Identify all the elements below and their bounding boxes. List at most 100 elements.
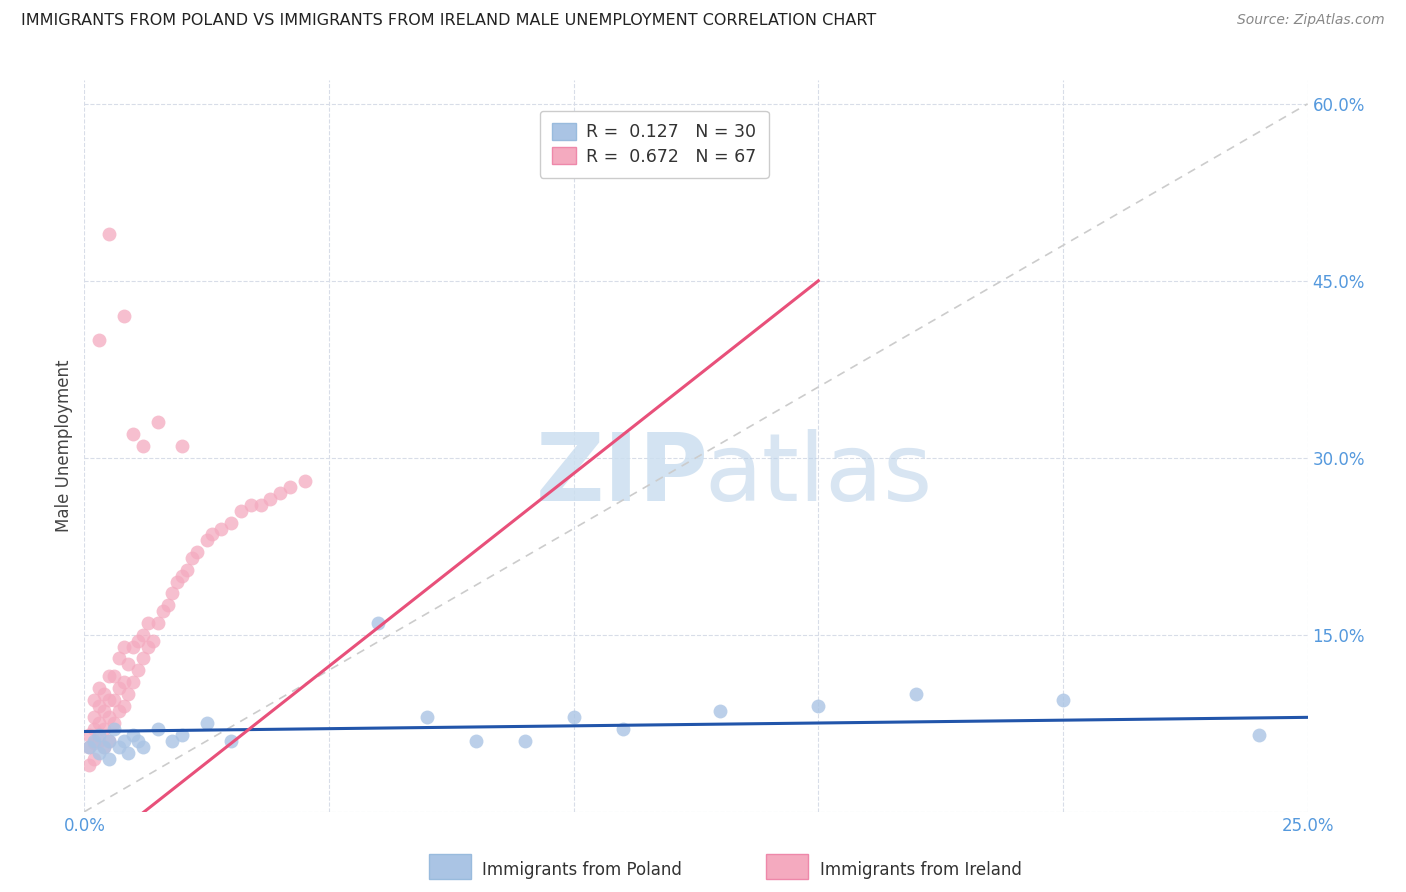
Point xyxy=(1247,728,1270,742)
Point xyxy=(562,710,585,724)
Point xyxy=(172,568,194,582)
Point xyxy=(152,604,174,618)
Point xyxy=(122,675,145,690)
Point xyxy=(146,615,169,630)
Point xyxy=(97,751,120,765)
Point xyxy=(97,692,120,706)
Point xyxy=(612,722,634,736)
Point xyxy=(122,427,145,442)
Point xyxy=(136,640,159,654)
Text: Source: ZipAtlas.com: Source: ZipAtlas.com xyxy=(1237,13,1385,28)
Point xyxy=(77,739,100,754)
Point xyxy=(181,551,204,566)
Point xyxy=(83,710,105,724)
Point xyxy=(219,516,242,530)
Text: ZIP: ZIP xyxy=(536,429,709,521)
Point xyxy=(166,574,188,589)
Point xyxy=(77,757,100,772)
Point xyxy=(709,705,731,719)
Point xyxy=(122,640,145,654)
Point xyxy=(142,633,165,648)
Point xyxy=(107,705,129,719)
Point xyxy=(103,669,125,683)
Point xyxy=(195,716,218,731)
Point xyxy=(249,498,271,512)
Point xyxy=(136,615,159,630)
Point xyxy=(83,692,105,706)
Point xyxy=(1052,692,1074,706)
Point xyxy=(97,710,120,724)
Point xyxy=(146,416,169,430)
Point xyxy=(132,628,155,642)
Point xyxy=(117,657,139,672)
Point xyxy=(186,545,208,559)
Point xyxy=(87,333,110,347)
Point xyxy=(209,522,232,536)
Point xyxy=(83,751,105,765)
Point xyxy=(112,698,135,713)
Point xyxy=(117,687,139,701)
Point xyxy=(87,716,110,731)
Point xyxy=(107,651,129,665)
Point xyxy=(162,734,184,748)
Point xyxy=(278,480,301,494)
Point xyxy=(87,728,110,742)
Point xyxy=(176,563,198,577)
Point xyxy=(83,722,105,736)
Point xyxy=(127,734,149,748)
Point xyxy=(93,722,115,736)
Point xyxy=(122,728,145,742)
Point xyxy=(87,681,110,695)
Point xyxy=(172,439,194,453)
Point xyxy=(127,633,149,648)
Text: IMMIGRANTS FROM POLAND VS IMMIGRANTS FROM IRELAND MALE UNEMPLOYMENT CORRELATION : IMMIGRANTS FROM POLAND VS IMMIGRANTS FRO… xyxy=(21,13,876,29)
Point xyxy=(93,739,115,754)
Point xyxy=(112,734,135,748)
Point xyxy=(127,663,149,677)
Point xyxy=(807,698,830,713)
Point xyxy=(162,586,184,600)
Point xyxy=(269,486,291,500)
Y-axis label: Male Unemployment: Male Unemployment xyxy=(55,359,73,533)
Text: atlas: atlas xyxy=(704,429,932,521)
Point xyxy=(172,728,194,742)
Point xyxy=(93,705,115,719)
Point xyxy=(200,527,222,541)
Point xyxy=(513,734,536,748)
Point xyxy=(132,651,155,665)
Point xyxy=(97,669,120,683)
Legend: R =  0.127   N = 30, R =  0.672   N = 67: R = 0.127 N = 30, R = 0.672 N = 67 xyxy=(540,111,769,178)
Point xyxy=(229,504,252,518)
Point xyxy=(239,498,262,512)
Point xyxy=(77,728,100,742)
Point xyxy=(156,599,179,613)
Point xyxy=(905,687,928,701)
Point xyxy=(103,716,125,731)
Text: Immigrants from Poland: Immigrants from Poland xyxy=(482,861,682,879)
Point xyxy=(132,739,155,754)
Point xyxy=(97,734,120,748)
Point xyxy=(367,615,389,630)
Point xyxy=(112,675,135,690)
Point xyxy=(416,710,439,724)
Point xyxy=(132,439,155,453)
Point xyxy=(112,640,135,654)
Point xyxy=(83,734,105,748)
Point xyxy=(112,310,135,324)
Point xyxy=(107,739,129,754)
Point xyxy=(195,533,218,548)
Text: Immigrants from Ireland: Immigrants from Ireland xyxy=(820,861,1022,879)
Point xyxy=(97,227,120,241)
Point xyxy=(77,739,100,754)
Point xyxy=(294,475,316,489)
Point xyxy=(103,692,125,706)
Point xyxy=(93,739,115,754)
Point xyxy=(117,746,139,760)
Point xyxy=(146,722,169,736)
Point xyxy=(103,722,125,736)
Point xyxy=(87,734,110,748)
Point xyxy=(87,698,110,713)
Point xyxy=(107,681,129,695)
Point xyxy=(87,746,110,760)
Point xyxy=(93,687,115,701)
